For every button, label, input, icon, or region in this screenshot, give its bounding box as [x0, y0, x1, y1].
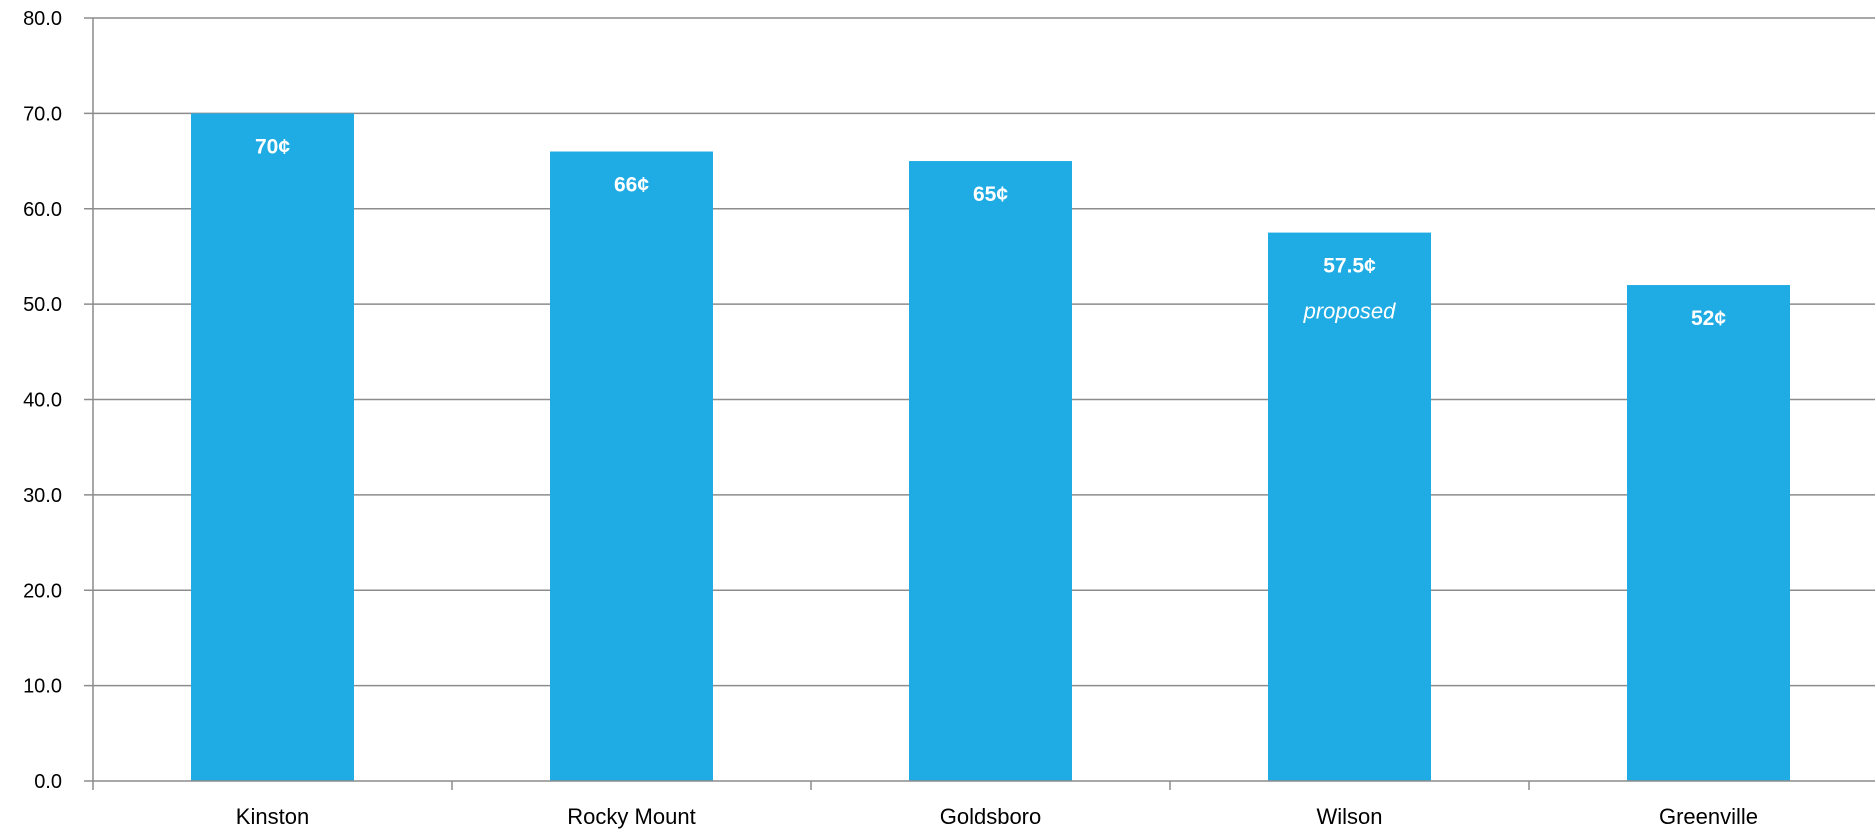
y-tick-label: 50.0 [23, 294, 62, 316]
y-tick-label: 60.0 [23, 199, 62, 221]
bar-annotation: proposed [1303, 299, 1397, 324]
bar-kinston [191, 113, 354, 781]
y-tick-label: 80.0 [23, 8, 62, 30]
bar-value-label: 52¢ [1691, 307, 1726, 330]
y-tick-label: 20.0 [23, 580, 62, 602]
bar-value-label: 57.5¢ [1323, 255, 1376, 278]
bar-rocky-mount [550, 151, 713, 781]
bar-value-label: 70¢ [255, 135, 290, 158]
y-tick-label: 70.0 [23, 103, 62, 125]
x-category-label: Wilson [1316, 804, 1382, 829]
bar-greenville [1627, 285, 1790, 781]
bar-goldsboro [909, 161, 1072, 781]
labels: 0.0 10.0 20.0 30.0 40.0 50.0 60.0 70.0 80.0 70¢ Ki… [23, 8, 1758, 829]
y-tick-label: 0.0 [34, 771, 62, 793]
y-tick-label: 30.0 [23, 485, 62, 507]
bar-value-label: 66¢ [614, 174, 649, 197]
y-tick-label: 40.0 [23, 390, 62, 412]
y-tick-label: 10.0 [23, 676, 62, 698]
bars [191, 113, 1790, 781]
x-category-label: Goldsboro [940, 804, 1042, 829]
x-category-label: Kinston [236, 804, 309, 829]
x-category-label: Rocky Mount [567, 804, 695, 829]
x-category-label: Greenville [1659, 804, 1758, 829]
axes [84, 17, 1875, 790]
bar-value-label: 65¢ [973, 183, 1008, 206]
bar-wilson [1268, 232, 1431, 781]
